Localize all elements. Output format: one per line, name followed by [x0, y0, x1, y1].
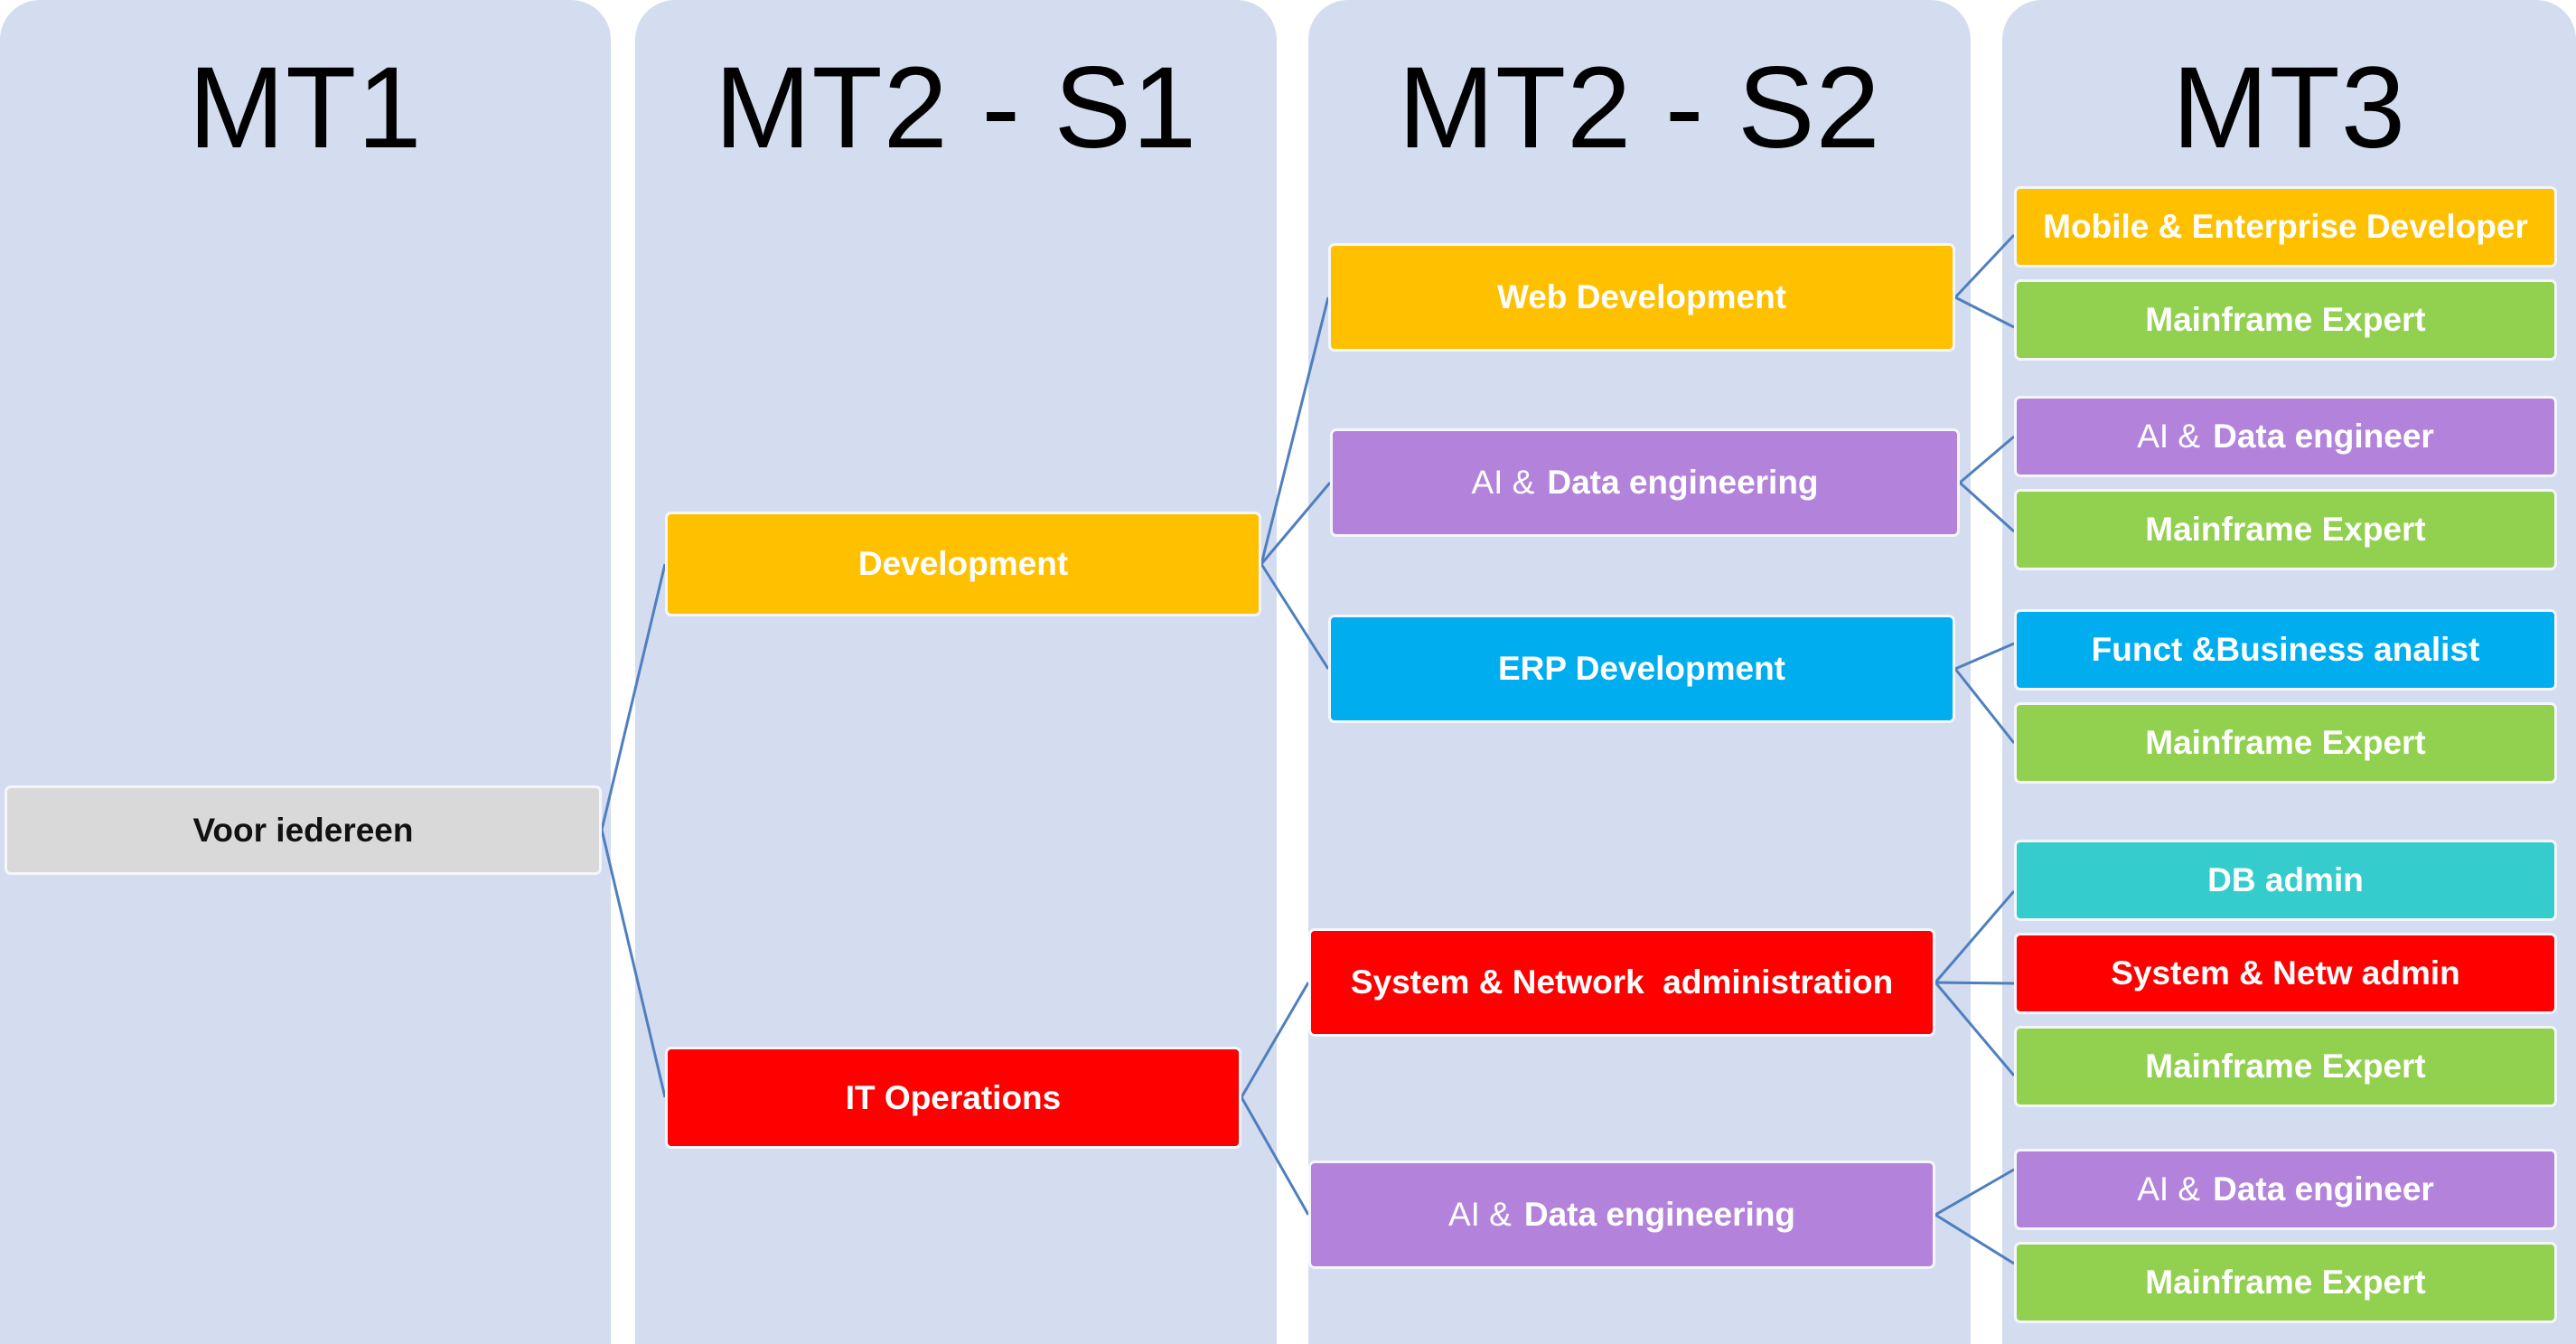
box-system-netw-admin: System & Netw admin: [2014, 933, 2557, 1014]
box-prefix: AI &: [1447, 1196, 1512, 1233]
box-label: System & Netw admin: [2111, 954, 2460, 992]
connector-line: [1934, 981, 2015, 985]
box-label: Voor iedereen: [192, 811, 414, 849]
box-mainframe-expert-4: Mainframe Expert: [2014, 1026, 2557, 1107]
box-prefix: AI &: [1471, 464, 1535, 501]
box-mainframe-expert-1: Mainframe Expert: [2014, 279, 2557, 361]
box-label: Data engineer: [2213, 418, 2434, 455]
box-label: Mobile & Enterprise Developer: [2043, 208, 2528, 245]
box-ai-data-engineering-1: AI & Data engineering: [1330, 428, 1960, 537]
box-mainframe-expert-3: Mainframe Expert: [2014, 702, 2557, 784]
connector-line: [1240, 1096, 1310, 1216]
connector-line: [1954, 642, 2015, 671]
connector-line: [1934, 1213, 2015, 1265]
column-mt1: MT1: [0, 0, 611, 1344]
box-label: ERP Development: [1497, 650, 1786, 687]
connector-line: [1260, 296, 1330, 565]
box-label: Development: [857, 545, 1069, 582]
box-prefix: AI &: [2137, 418, 2201, 455]
box-label: IT Operations: [845, 1078, 1062, 1116]
box-web-development: Web Development: [1328, 243, 1955, 352]
connector-line: [1240, 982, 1310, 1098]
connector-line: [600, 829, 667, 1098]
box-db-admin: DB admin: [2014, 840, 2557, 921]
connector-line: [1934, 1168, 2015, 1217]
connector-line: [1959, 435, 2015, 484]
box-system-network-administration: System & Network administration: [1308, 928, 1935, 1037]
box-label: Mainframe Expert: [2145, 1048, 2426, 1085]
box-label: Mainframe Expert: [2145, 724, 2426, 761]
box-mainframe-expert-5: Mainframe Expert: [2014, 1242, 2557, 1323]
column-title-mt3: MT3: [2172, 43, 2406, 173]
column-title-mt2-s1: MT2 - S1: [714, 43, 1198, 173]
connector-line: [1953, 668, 2016, 744]
box-ai-data-engineering-2: AI & Data engineering: [1308, 1161, 1935, 1269]
box-development: Development: [665, 512, 1261, 616]
connector-line: [600, 563, 667, 831]
box-label: Mainframe Expert: [2145, 301, 2426, 338]
connector-line: [1260, 563, 1330, 670]
connector-line: [1260, 482, 1332, 565]
column-title-mt1: MT1: [188, 43, 423, 173]
connector-line: [1958, 481, 2016, 533]
box-ai-data-engineer-2: AI & Data engineer: [2014, 1149, 2557, 1230]
box-mainframe-expert-2: Mainframe Expert: [2014, 489, 2557, 570]
box-erp-development: ERP Development: [1328, 615, 1955, 723]
box-label: Data engineer: [2213, 1170, 2434, 1208]
box-ai-data-engineer-1: AI & Data engineer: [2014, 396, 2557, 477]
box-label: Data engineering: [1523, 1196, 1796, 1233]
connector-line: [1954, 296, 2015, 329]
box-mobile-enterprise-developer: Mobile & Enterprise Developer: [2014, 186, 2557, 268]
box-prefix: AI &: [2137, 1170, 2201, 1208]
box-label: Mainframe Expert: [2145, 511, 2426, 548]
box-it-operations: IT Operations: [665, 1047, 1241, 1149]
box-label: Data engineering: [1547, 464, 1819, 501]
connector-line: [1934, 890, 2016, 983]
box-voor-iedereen: Voor iedereen: [5, 785, 602, 875]
connector-line: [1953, 233, 2016, 299]
connector-line: [1934, 982, 2016, 1076]
box-label: Mainframe Expert: [2145, 1264, 2426, 1301]
box-label: Web Development: [1496, 278, 1787, 315]
column-title-mt2-s2: MT2 - S2: [1398, 43, 1881, 173]
box-funct-business-analist: Funct &Business analist: [2014, 609, 2557, 691]
box-label: Funct &Business analist: [2091, 631, 2480, 668]
box-label: System & Network administration: [1350, 963, 1894, 1001]
box-label: DB admin: [2207, 861, 2364, 898]
